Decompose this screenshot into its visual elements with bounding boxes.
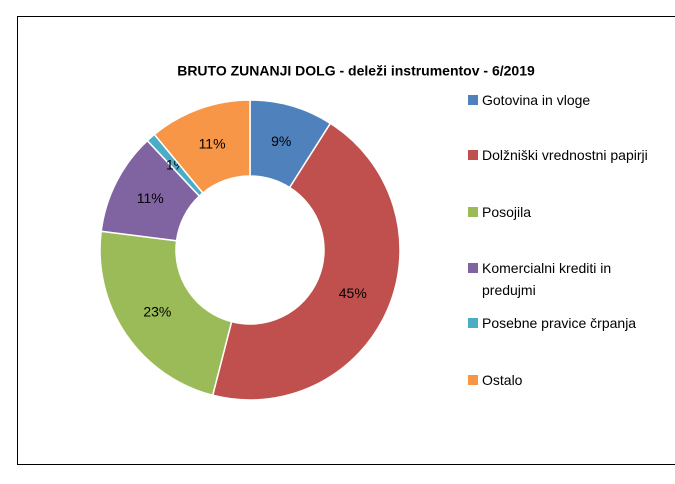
data-label: 23% <box>143 304 171 320</box>
data-label: 45% <box>339 285 367 301</box>
chart-title: BRUTO ZUNANJI DOLG - deleži instrumentov… <box>177 63 535 79</box>
data-label: 11% <box>137 190 164 206</box>
donut-slice <box>99 230 233 397</box>
data-label: 11% <box>199 135 226 151</box>
legend-label: Posojila <box>482 204 532 220</box>
legend-item: Posebne pravice črpanja <box>468 312 668 334</box>
legend-label: Gotovina in vloge <box>482 92 591 108</box>
donut-slice <box>211 122 401 401</box>
legend-swatch <box>468 95 478 105</box>
data-label: 9% <box>271 133 291 149</box>
legend-label: Dolžniški vrednostni papirji <box>482 147 648 163</box>
legend-swatch <box>468 207 478 217</box>
legend-swatch <box>468 375 478 385</box>
legend-item: Posojila <box>468 201 668 223</box>
legend-item: Ostalo <box>468 369 668 391</box>
donut-slice <box>153 99 251 195</box>
legend-label: Posebne pravice črpanja <box>482 315 637 331</box>
legend-swatch <box>468 263 478 273</box>
legend-item: Komercialni krediti in predujmi <box>468 257 668 301</box>
legend-swatch <box>468 150 478 160</box>
legend-label: Ostalo <box>482 372 523 388</box>
legend-label: Komercialni krediti in predujmi <box>482 260 612 298</box>
legend-item: Dolžniški vrednostni papirji <box>468 144 668 166</box>
legend-item: Gotovina in vloge <box>468 89 668 111</box>
legend-swatch <box>468 318 478 328</box>
